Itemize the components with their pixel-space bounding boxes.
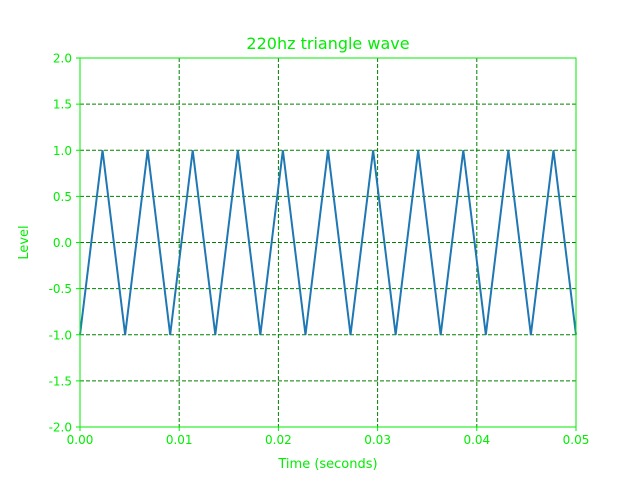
data-point — [530, 334, 531, 335]
y-tick-label: 1.5 — [53, 98, 72, 112]
data-point — [350, 334, 351, 335]
y-tick-label: -0.5 — [49, 282, 72, 296]
x-tick-label: 0.01 — [166, 433, 193, 447]
data-point — [463, 150, 464, 151]
y-tick-label: 0.0 — [53, 236, 72, 250]
data-point — [192, 150, 193, 151]
y-axis-ticks: 2.0 1.5 1.0 0.5 0.0 -0.5 -1.0 -1.5 -2.0 — [49, 52, 80, 435]
data-point — [553, 150, 554, 151]
x-tick-label: 0.00 — [67, 433, 94, 447]
data-point — [215, 334, 216, 335]
data-point — [237, 150, 238, 151]
y-tick-label: 2.0 — [53, 52, 72, 66]
data-point — [508, 150, 509, 151]
data-point — [125, 334, 126, 335]
series-layer — [79, 150, 577, 335]
data-point — [282, 150, 283, 151]
data-point — [485, 334, 486, 335]
y-axis-label: Level — [17, 225, 32, 259]
chart-title: 220hz triangle wave — [246, 34, 409, 53]
y-tick-label: -1.0 — [49, 328, 72, 342]
x-tick-label: 0.04 — [463, 433, 490, 447]
y-tick-label: -2.0 — [49, 421, 72, 435]
data-point — [373, 150, 374, 151]
y-tick-label: 1.0 — [53, 144, 72, 158]
data-point — [328, 150, 329, 151]
data-point — [440, 334, 441, 335]
data-point — [102, 150, 103, 151]
data-point — [170, 334, 171, 335]
y-tick-label: 0.5 — [53, 190, 72, 204]
x-axis-label: Time (seconds) — [277, 457, 377, 472]
data-point — [395, 334, 396, 335]
x-axis-ticks: 0.00 0.01 0.02 0.03 0.04 0.05 — [67, 427, 590, 447]
x-tick-label: 0.02 — [265, 433, 292, 447]
x-tick-label: 0.05 — [563, 433, 590, 447]
series-line — [79, 150, 577, 335]
data-point — [147, 150, 148, 151]
y-tick-label: -1.5 — [49, 374, 72, 388]
data-point — [260, 334, 261, 335]
data-point — [305, 334, 306, 335]
data-point — [418, 150, 419, 151]
x-tick-label: 0.03 — [364, 433, 391, 447]
